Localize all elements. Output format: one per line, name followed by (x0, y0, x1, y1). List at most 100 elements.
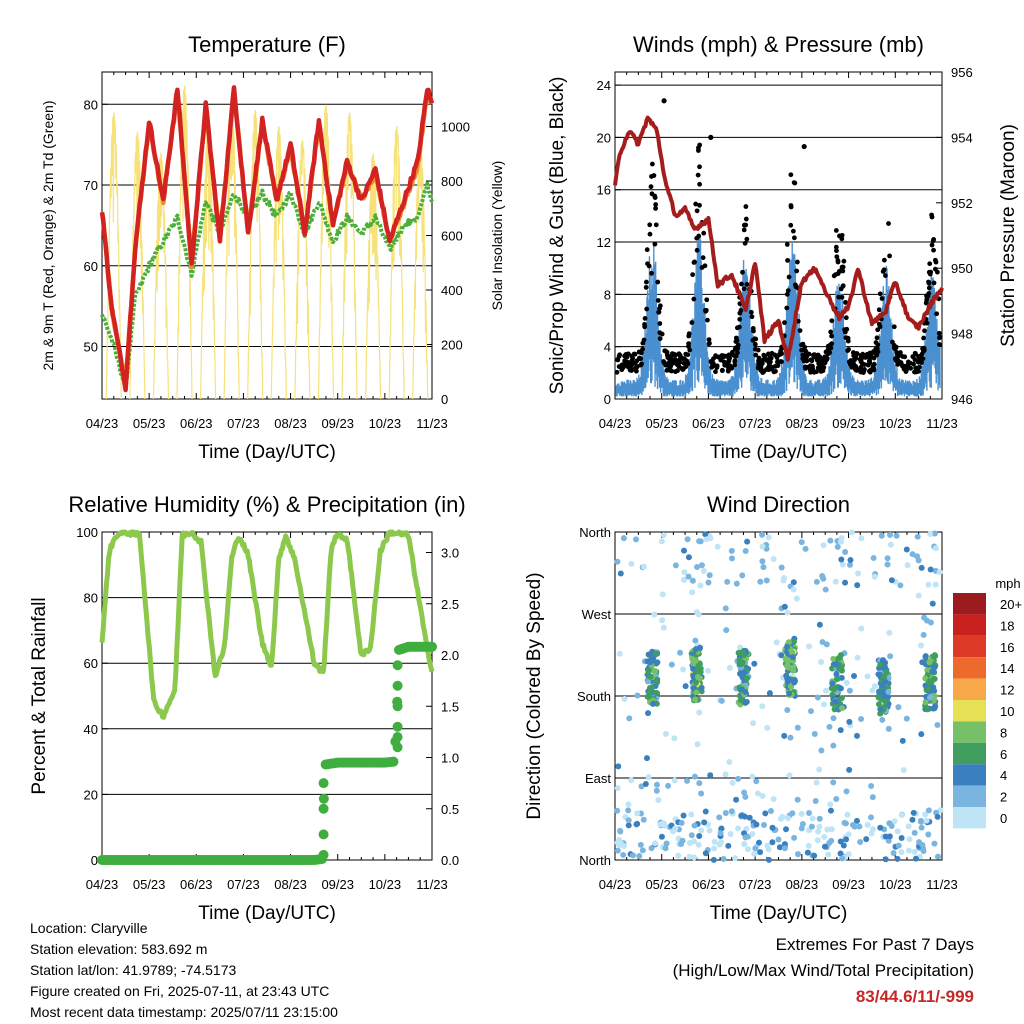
gust-point (874, 346, 880, 352)
direction-point (717, 830, 724, 837)
direction-point (706, 827, 713, 834)
gust-point (834, 254, 840, 260)
y-tick-label: 100 (76, 525, 98, 540)
gust-point (782, 320, 787, 326)
direction-point (690, 665, 697, 672)
gust-point (818, 360, 824, 365)
y-right-tick-label: 200 (441, 338, 463, 353)
direction-point (922, 811, 929, 818)
direction-point (842, 548, 849, 555)
direction-point (718, 697, 725, 704)
x-tick-label: 07/23 (739, 416, 772, 431)
gust-point (932, 257, 938, 263)
gust-point (760, 369, 766, 375)
direction-point (614, 558, 621, 565)
direction-point (698, 790, 705, 797)
direction-point (794, 796, 801, 803)
direction-point (645, 693, 652, 700)
direction-point (821, 834, 828, 841)
gust-point (838, 286, 844, 292)
gust-point (644, 247, 650, 253)
direction-point (839, 561, 846, 568)
direction-point (886, 833, 893, 840)
gust-point (690, 272, 696, 278)
direction-point (843, 679, 850, 686)
gust-point (677, 352, 683, 358)
direction-point (759, 703, 766, 710)
direction-point (728, 808, 735, 815)
direction-point (843, 788, 850, 795)
direction-point (695, 611, 702, 618)
gust-point (657, 306, 662, 311)
gust-point (748, 309, 754, 315)
direction-point (742, 834, 749, 841)
direction-point (934, 722, 941, 729)
direction-point (718, 825, 725, 832)
gust-point (860, 351, 866, 357)
direction-point (828, 826, 835, 833)
gust-point (814, 369, 819, 375)
direction-point (662, 845, 669, 852)
gust-point (724, 353, 730, 359)
gust-point (695, 148, 701, 153)
direction-point (834, 543, 841, 550)
direction-point (909, 816, 916, 823)
direction-point (729, 779, 736, 786)
gust-point (680, 356, 686, 362)
gust-point (664, 349, 670, 355)
x-tick-label: 07/23 (227, 877, 260, 892)
direction-point (764, 724, 771, 731)
direction-point (648, 684, 655, 691)
solar-series-line (317, 104, 335, 400)
gust-point (693, 201, 699, 207)
direction-point (733, 580, 740, 587)
gust-point (719, 367, 725, 373)
direction-point (698, 562, 705, 569)
direction-point (742, 793, 749, 800)
direction-point (846, 718, 853, 725)
gust-point (736, 324, 742, 330)
gust-point (643, 284, 649, 290)
direction-point (879, 716, 886, 723)
y-axis-label: Sonic/Prop Wind & Gust (Blue, Black) (547, 77, 568, 395)
precip-point (392, 680, 403, 691)
direction-point (842, 579, 849, 586)
plot-frame (614, 531, 943, 861)
direction-point (814, 694, 821, 701)
direction-point (847, 557, 854, 564)
direction-point (934, 813, 941, 820)
gust-point (741, 222, 747, 228)
direction-point (698, 684, 705, 691)
gust-point (876, 307, 882, 313)
y-axis-label-right: Solar Insolation (Yellow) (489, 161, 505, 311)
x-tick-label: 06/23 (692, 416, 725, 431)
precip-point (318, 793, 329, 804)
direction-point (644, 678, 651, 685)
direction-point (893, 532, 900, 539)
direction-point (846, 687, 853, 694)
gust-point (911, 361, 916, 367)
direction-point (903, 546, 910, 553)
direction-point (658, 833, 665, 840)
direction-point (784, 815, 791, 822)
y-tick-label: 8 (604, 287, 611, 302)
solar-series-line (270, 126, 287, 400)
y-axis-label: Direction (Colored By Speed) (524, 572, 545, 819)
direction-point (693, 679, 700, 686)
direction-point (675, 852, 682, 859)
gust-point (729, 351, 735, 357)
direction-point (696, 709, 703, 716)
x-tick-label: 10/23 (879, 877, 912, 892)
gust-point (931, 280, 937, 286)
direction-point (806, 643, 813, 650)
legend-label: 12 (1000, 683, 1014, 698)
direction-point (620, 535, 627, 542)
direction-point (767, 808, 774, 815)
direction-point (700, 567, 707, 574)
x-tick-label: 11/23 (926, 416, 958, 431)
gust-point (735, 342, 741, 348)
gust-point (922, 328, 927, 334)
direction-point (746, 814, 753, 821)
direction-point (733, 796, 740, 803)
chart-title: Wind Direction (707, 492, 850, 517)
